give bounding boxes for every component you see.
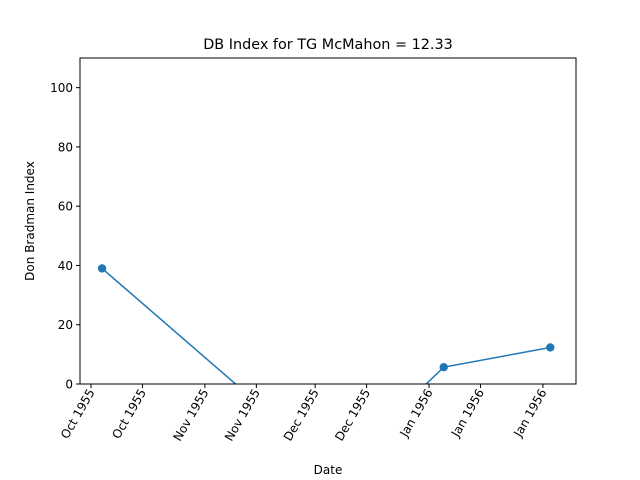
- y-tick-label: 100: [50, 81, 73, 95]
- series-line: [101, 267, 551, 384]
- x-axis: Oct 1955 Oct 1955 Nov 1955 Nov 1955 Dec 1955…: [58, 384, 550, 444]
- series-layer: [97, 264, 555, 384]
- y-tick-label: 20: [58, 318, 73, 332]
- y-tick-label: 40: [58, 259, 73, 273]
- chart-title: DB Index for TG McMahon = 12.33: [203, 37, 453, 53]
- data-point: [97, 264, 107, 273]
- data-point: [439, 362, 448, 372]
- x-tick-label: Nov 1955: [171, 387, 212, 444]
- y-tick-label: 80: [58, 140, 73, 154]
- y-axis-label: Don Bradman Index: [23, 161, 37, 281]
- x-tick-label: Dec 1955: [332, 387, 373, 444]
- x-tick-label: Jan 1956: [397, 387, 436, 441]
- x-tick-label: Dec 1955: [281, 387, 322, 444]
- plot-frame: [79, 57, 577, 385]
- y-axis: 0 20 40 60 80 100: [50, 81, 80, 392]
- x-tick-label: Nov 1955: [222, 387, 263, 444]
- data-point: [546, 343, 555, 352]
- y-tick-label: 0: [65, 378, 73, 392]
- x-tick-label: Jan 1956: [448, 387, 487, 441]
- x-tick-label: Jan 1956: [510, 387, 549, 441]
- x-axis-label: Date: [314, 463, 343, 477]
- y-tick-label: 60: [58, 200, 73, 214]
- x-tick-label: Oct 1955: [109, 387, 149, 442]
- x-tick-label: Oct 1955: [58, 387, 98, 442]
